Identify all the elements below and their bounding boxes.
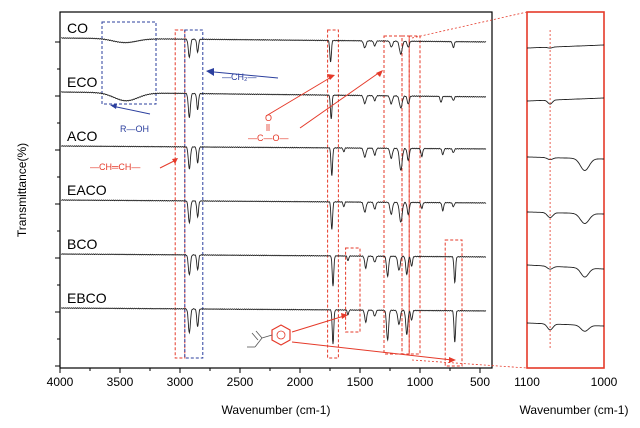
main-plot-frame <box>59 11 493 369</box>
series-label-eco: ECO <box>67 74 97 90</box>
series-label-ebco: EBCO <box>67 290 107 306</box>
inset-spectrum-line-eco <box>527 97 604 105</box>
spectrum-line-aco <box>61 145 487 176</box>
highlight-region <box>174 29 186 359</box>
highlight-region <box>101 21 157 105</box>
highlight-region <box>345 247 361 333</box>
inset-plot-frame <box>526 11 605 369</box>
inset-spectrum-line-co <box>527 44 604 49</box>
highlight-region <box>408 35 421 355</box>
main-x-tick-label: 3500 <box>107 375 134 389</box>
inset-spectrum-line-eaco <box>527 211 604 224</box>
main-x-tick-label: 2500 <box>227 375 254 389</box>
annotation-ester: O —C—O— <box>248 70 383 143</box>
series-labels: CO ECO ACO EACO BCO EBCO <box>67 20 107 306</box>
annotation-benzoate <box>247 313 456 363</box>
annotation-ch2-text: —CH₂— <box>222 72 257 82</box>
inset-x-axis-title: Wavenumber (cm-1) <box>520 403 629 417</box>
main-spectra <box>60 37 487 345</box>
inset-x-tick-label: 1000 <box>591 375 618 389</box>
annotation-r-oh-text: R—OH <box>120 124 149 134</box>
spectrum-line-eaco <box>60 199 487 230</box>
highlight-region <box>184 29 204 359</box>
highlight-region <box>383 35 403 355</box>
main-y-axis <box>55 41 60 367</box>
highlight-regions <box>101 21 463 367</box>
annotation-ester-text: —C—O— <box>248 133 289 143</box>
series-label-aco: ACO <box>67 128 97 144</box>
annotation-r-oh: R—OH <box>110 104 151 134</box>
annotation-ch-ch-text: —CH═CH— <box>90 162 140 172</box>
spectrum-line-co <box>60 37 487 63</box>
zoom-connector-top <box>411 11 528 39</box>
inset-spectra <box>527 30 604 350</box>
zoom-connector-bottom <box>411 359 528 369</box>
main-x-tick-label: 500 <box>470 375 490 389</box>
series-label-bco: BCO <box>67 236 97 252</box>
main-x-tick-label: 1500 <box>347 375 374 389</box>
main-x-axis-title: Wavenumber (cm-1) <box>222 403 331 417</box>
inset-spectrum-line-aco <box>527 156 604 171</box>
main-y-axis-title: Transmittance(%) <box>15 143 29 237</box>
benzene-ring <box>271 324 291 346</box>
main-x-tick-label: 1000 <box>407 375 434 389</box>
highlight-region <box>444 239 463 367</box>
annotation-ch-ch: —CH═CH— <box>90 158 178 172</box>
spectrum-line-eco <box>60 91 486 119</box>
inset-x-tick-label: 1100 <box>514 375 540 389</box>
main-x-tick-label: 2000 <box>287 375 314 389</box>
series-label-co: CO <box>67 20 88 36</box>
spectrum-line-ebco <box>60 307 487 345</box>
inset-spectrum-line-ebco <box>527 322 604 332</box>
annotation-ester-o-text: O <box>265 113 272 123</box>
main-x-tick-label: 4000 <box>47 375 74 389</box>
inset-spectrum-line-bco <box>527 264 604 278</box>
main-x-axis: 4000 3500 3000 2500 2000 1500 1000 500 <box>47 368 490 389</box>
spectrum-line-bco <box>60 253 486 287</box>
series-label-eaco: EACO <box>67 182 107 198</box>
highlight-region <box>327 29 339 359</box>
annotation-ch2: —CH₂— <box>206 68 279 82</box>
highlight-region <box>401 35 410 355</box>
inset-x-axis: 1100 1000 <box>514 375 618 389</box>
main-x-tick-label: 3000 <box>167 375 194 389</box>
